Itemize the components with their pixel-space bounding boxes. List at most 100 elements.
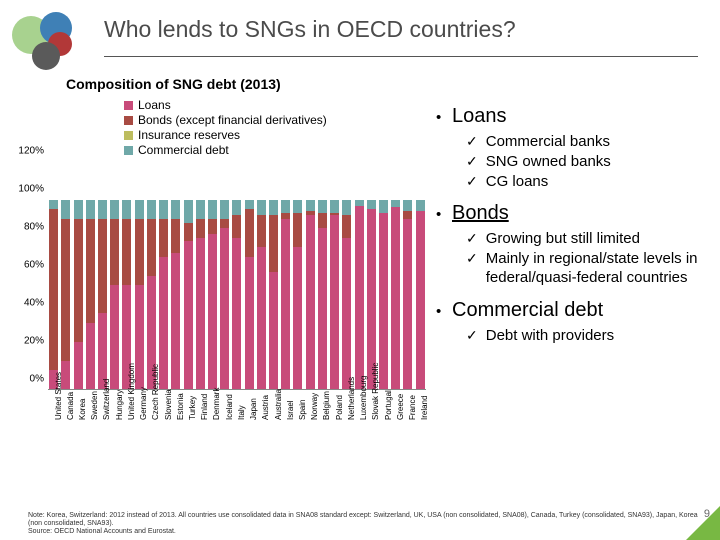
bar-segment (159, 200, 168, 219)
legend-item: Loans (124, 98, 430, 113)
bar-column (207, 162, 218, 389)
bar-segment (293, 247, 302, 389)
bar-segment (122, 200, 131, 219)
bar-column (121, 162, 132, 389)
x-label: Netherlands (341, 390, 352, 422)
bar-segment (147, 200, 156, 219)
bar-segment (342, 200, 351, 215)
bar-segment (61, 200, 70, 219)
check-icon: ✓ (466, 153, 478, 171)
footnotes: Note: Korea, Switzerland: 2012 instead o… (28, 512, 708, 536)
x-label: Ireland (415, 390, 426, 422)
sub-item-text: Growing but still limited (486, 230, 640, 249)
bar-segment (257, 247, 266, 389)
bar-segment (355, 206, 364, 389)
bar-segment (293, 200, 302, 213)
bar-segment (257, 215, 266, 247)
x-axis-labels: United StatesCanadaKoreaSwedenSwitzerlan… (48, 390, 426, 422)
bar-segment (135, 219, 144, 285)
plot-area (48, 162, 426, 390)
x-label: Switzerland (97, 390, 108, 422)
x-label: Germany (134, 390, 145, 422)
sub-item-text: CG loans (486, 173, 549, 192)
bar-segment (196, 200, 205, 219)
x-label: Sweden (85, 390, 96, 422)
bar-stack (318, 200, 327, 389)
bar-column (109, 162, 120, 389)
bar-column (305, 162, 316, 389)
bar-segment (306, 215, 315, 389)
oecd-logo (12, 12, 84, 72)
header: Who lends to SNGs in OECD countries? (0, 0, 720, 72)
x-label: Spain (292, 390, 303, 422)
bar-segment (86, 219, 95, 323)
bar-segment (98, 313, 107, 389)
bullet-main: •Bonds (436, 201, 710, 226)
bar-stack (196, 200, 205, 389)
sub-item-text: Mainly in regional/state levels in feder… (486, 250, 710, 288)
sub-item-text: Commercial banks (486, 133, 610, 152)
bullet-label: Bonds (452, 201, 509, 226)
x-label: Luxembourg (353, 390, 364, 422)
bar-segment (171, 219, 180, 253)
x-label: United Kingdom (121, 390, 132, 422)
text-column: •Loans✓Commercial banks✓SNG owned banks✓… (430, 70, 720, 540)
bar-segment (220, 228, 229, 389)
bar-stack (110, 200, 119, 389)
y-tick: 60% (4, 260, 44, 271)
bar-stack (416, 200, 425, 389)
bar-stack (147, 200, 156, 389)
title-divider (104, 56, 698, 57)
bar-stack (159, 200, 168, 389)
bar-segment (184, 223, 193, 242)
bar-stack (330, 200, 339, 389)
bar-column (402, 162, 413, 389)
bar-segment (74, 200, 83, 219)
check-icon: ✓ (466, 133, 478, 151)
bar-segment (159, 257, 168, 389)
bar-column (329, 162, 340, 389)
bar-segment (110, 219, 119, 285)
bar-column (268, 162, 279, 389)
bar-segment (49, 200, 58, 209)
bar-stack (135, 200, 144, 389)
x-label: United States (48, 390, 59, 422)
legend-swatch (124, 146, 133, 155)
bar-column (195, 162, 206, 389)
bar-column (366, 162, 377, 389)
x-label: Estonia (170, 390, 181, 422)
bar-segment (318, 200, 327, 213)
bar-segment (403, 200, 412, 211)
x-label: Finland (195, 390, 206, 422)
bar-stack (208, 200, 217, 389)
x-label: Slovenia (158, 390, 169, 422)
x-label: Israel (280, 390, 291, 422)
bullet-dot-icon: • (436, 303, 452, 322)
bar-stack (220, 200, 229, 389)
chart-legend: LoansBonds (except financial derivatives… (124, 98, 430, 158)
sub-list: ✓ Commercial banks✓ SNG owned banks ✓ CG loa… (466, 133, 710, 191)
x-label: Hungary (109, 390, 120, 422)
bar-column (97, 162, 108, 389)
bar-segment (391, 200, 400, 208)
bar-stack (342, 200, 351, 389)
bar-segment (135, 200, 144, 219)
bar-segment (245, 200, 254, 209)
bar-segment (171, 200, 180, 219)
legend-swatch (124, 131, 133, 140)
bar-column (231, 162, 242, 389)
bar-segment (330, 215, 339, 389)
bar-segment (318, 228, 327, 389)
x-label: Portugal (378, 390, 389, 422)
bar-segment (318, 213, 327, 228)
bar-column (182, 162, 193, 389)
sub-item-text: SNG owned banks (486, 153, 611, 172)
bar-column (390, 162, 401, 389)
bar-column (48, 162, 59, 389)
x-label: Czech Republic (146, 390, 157, 422)
x-label: Austria (256, 390, 267, 422)
chart-column: Composition of SNG debt (2013) LoansBond… (0, 70, 430, 540)
bar-segment (342, 238, 351, 389)
sub-item: ✓ Commercial banks (466, 133, 710, 152)
x-label: Denmark (207, 390, 218, 422)
